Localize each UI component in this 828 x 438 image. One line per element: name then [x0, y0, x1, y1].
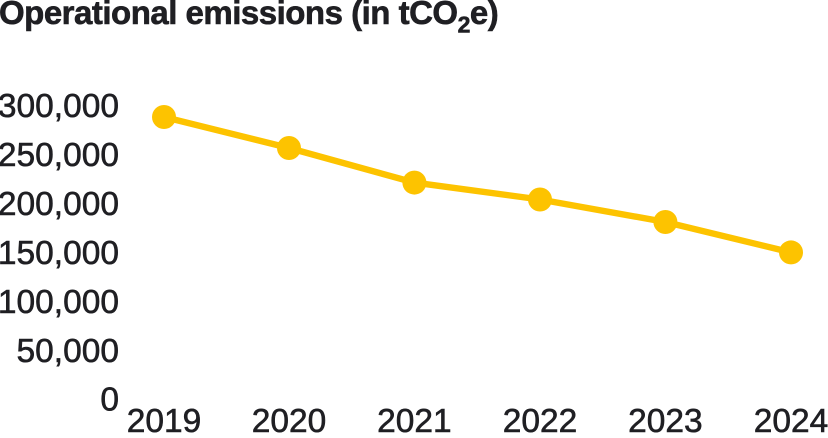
svg-text:2023: 2023: [628, 403, 703, 433]
svg-text:250,000: 250,000: [0, 137, 119, 174]
svg-text:100,000: 100,000: [0, 284, 119, 321]
svg-text:50,000: 50,000: [17, 333, 119, 370]
svg-text:2022: 2022: [503, 403, 578, 433]
svg-text:0: 0: [100, 382, 119, 419]
svg-text:300,000: 300,000: [0, 88, 119, 125]
svg-text:Operational emissions (in tCO2: Operational emissions (in tCO2e): [0, 0, 498, 38]
svg-text:150,000: 150,000: [0, 235, 119, 272]
svg-text:2020: 2020: [252, 403, 327, 433]
svg-text:2021: 2021: [377, 403, 452, 433]
svg-text:2024: 2024: [754, 403, 828, 433]
svg-text:200,000: 200,000: [0, 186, 119, 223]
svg-text:2019: 2019: [127, 403, 202, 433]
